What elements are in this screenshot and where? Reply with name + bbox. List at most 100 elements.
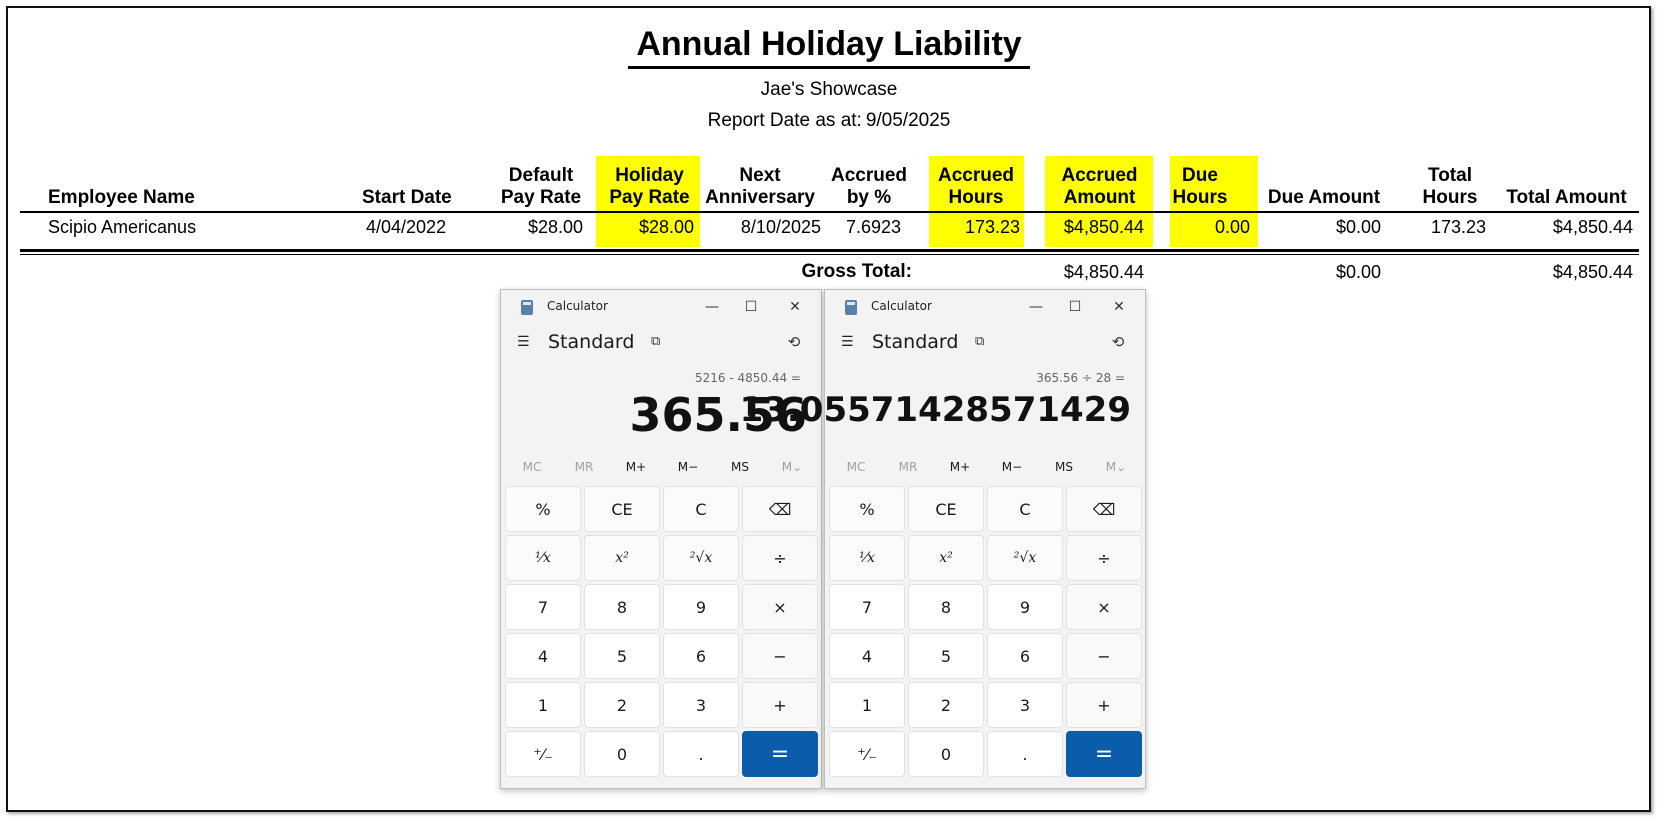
key-button[interactable]: ⌫ [742,486,818,532]
maximize-button[interactable]: ☐ [744,299,758,315]
gross-total-total-amount: $4,850.44 [1552,262,1633,282]
key-button[interactable]: × [1066,584,1142,630]
key-button[interactable]: CE [908,486,984,532]
key-button[interactable]: ⁺⁄₋ [829,731,905,777]
key-button[interactable]: − [742,633,818,679]
key-button[interactable]: . [987,731,1063,777]
key-button[interactable]: CE [584,486,660,532]
key-button[interactable]: 7 [829,584,905,630]
memory-button[interactable]: MS [1055,460,1073,474]
key-button[interactable]: 3 [663,682,739,728]
key-button[interactable]: ²√x [663,535,739,581]
key-button[interactable]: ÷ [1066,535,1142,581]
key-button[interactable]: 8 [584,584,660,630]
key-button[interactable]: = [742,731,818,777]
key-button[interactable]: 2 [908,682,984,728]
key-button[interactable]: − [1066,633,1142,679]
calculator-expression: 365.56 ÷ 28 = [1036,371,1125,385]
key-button[interactable]: ²√x [987,535,1063,581]
memory-button[interactable]: MC [522,460,542,474]
cell-total-amount: $4,850.44 [1552,217,1633,237]
key-button[interactable]: x² [584,535,660,581]
key-button[interactable]: 0 [584,731,660,777]
calculator-window[interactable]: Calculator — ☐ ✕ ☰ Standard ⧉ ⟲ 5216 - 4850.44 =… [500,289,822,789]
key-button[interactable]: 0 [908,731,984,777]
key-button[interactable]: × [742,584,818,630]
cell-accrued-pct: 7.6923 [845,217,901,237]
key-button[interactable]: x² [908,535,984,581]
key-button[interactable]: % [829,486,905,532]
key-button[interactable]: 7 [505,584,581,630]
key-button[interactable]: 4 [505,633,581,679]
menu-icon[interactable]: ☰ [517,334,530,350]
memory-button[interactable]: M⌄ [781,460,803,474]
memory-button[interactable]: MS [731,460,749,474]
key-button[interactable]: = [1066,731,1142,777]
key-button[interactable]: . [663,731,739,777]
column-header-line: Accrued [937,165,1015,186]
cell-accrued-amount: $4,850.44 [1063,217,1144,237]
memory-button[interactable]: M+ [625,460,647,474]
history-icon[interactable]: ⟲ [787,333,801,351]
key-button[interactable]: ¹⁄x [829,535,905,581]
memory-button[interactable]: M⌄ [1105,460,1127,474]
key-button[interactable]: 2 [584,682,660,728]
key-button[interactable]: ⁺⁄₋ [505,731,581,777]
key-button[interactable]: 6 [663,633,739,679]
history-icon[interactable]: ⟲ [1111,333,1125,351]
column-header-accrued-hours: Accrued Hours [930,165,1022,209]
calculator-window[interactable]: Calculator — ☐ ✕ ☰ Standard ⧉ ⟲ 365.56 ÷ 28 = 13.… [740,289,1146,789]
title-bar[interactable]: Calculator — ☐ ✕ [825,290,1145,324]
key-button[interactable]: 9 [663,584,739,630]
minimize-button[interactable]: — [1029,299,1043,315]
key-button[interactable]: 1 [505,682,581,728]
column-header-line: Accrued [1061,165,1138,186]
key-button[interactable]: C [663,486,739,532]
key-button[interactable]: % [505,486,581,532]
column-header-line: Start Date [362,187,452,208]
title-bar[interactable]: Calculator — ☐ ✕ [501,290,821,324]
cell-due-amount: $0.00 [1335,217,1381,237]
key-button[interactable]: ¹⁄x [505,535,581,581]
key-button[interactable]: + [742,682,818,728]
memory-button[interactable]: MR [574,460,594,474]
key-button[interactable]: C [987,486,1063,532]
highlight-accrued-amount [1045,156,1153,247]
close-button[interactable]: ✕ [789,299,801,315]
calculator-header: ☰ Standard ⧉ ⟲ [825,324,1145,364]
gross-total-label: Gross Total: [801,261,913,282]
report-date: Report Date as at: 9/05/2025 [707,110,951,131]
memory-button[interactable]: M− [677,460,699,474]
close-button[interactable]: ✕ [1113,299,1125,315]
menu-icon[interactable]: ☰ [841,334,854,350]
calculator-mode: Standard [872,331,959,353]
maximize-button[interactable]: ☐ [1068,299,1082,315]
key-button[interactable]: 4 [829,633,905,679]
column-header-total-hours: Total Hours [1410,165,1490,209]
memory-button[interactable]: MC [846,460,866,474]
key-button[interactable]: ÷ [742,535,818,581]
key-button[interactable]: ⌫ [1066,486,1142,532]
minimize-button[interactable]: — [705,299,719,315]
key-button[interactable]: 3 [987,682,1063,728]
highlight-accrued-hours [929,156,1024,247]
column-header-line: Pay Rate [500,187,582,208]
keep-on-top-icon[interactable]: ⧉ [975,334,985,349]
memory-button[interactable]: M+ [949,460,971,474]
memory-button[interactable]: MR [898,460,918,474]
memory-button[interactable]: M− [1001,460,1023,474]
column-header-total-amount: Total Amount [1500,187,1633,209]
column-header-line: Due [1182,165,1218,186]
key-button[interactable]: 8 [908,584,984,630]
cell-start-date: 4/04/2022 [366,217,447,237]
column-header-accrued-amount: Accrued Amount [1046,165,1153,209]
key-button[interactable]: 1 [829,682,905,728]
key-button[interactable]: 5 [584,633,660,679]
keep-on-top-icon[interactable]: ⧉ [651,334,661,349]
cell-next-anniversary: 8/10/2025 [740,217,821,237]
column-header-line: by % [846,187,892,208]
key-button[interactable]: + [1066,682,1142,728]
key-button[interactable]: 9 [987,584,1063,630]
key-button[interactable]: 6 [987,633,1063,679]
key-button[interactable]: 5 [908,633,984,679]
